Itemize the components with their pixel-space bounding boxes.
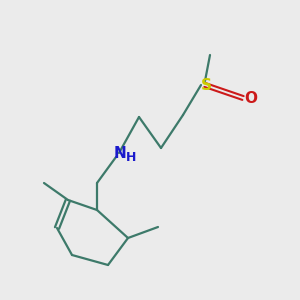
Text: N: N (114, 146, 127, 161)
Text: S: S (201, 78, 212, 93)
Text: O: O (244, 91, 257, 106)
Text: H: H (126, 151, 136, 164)
